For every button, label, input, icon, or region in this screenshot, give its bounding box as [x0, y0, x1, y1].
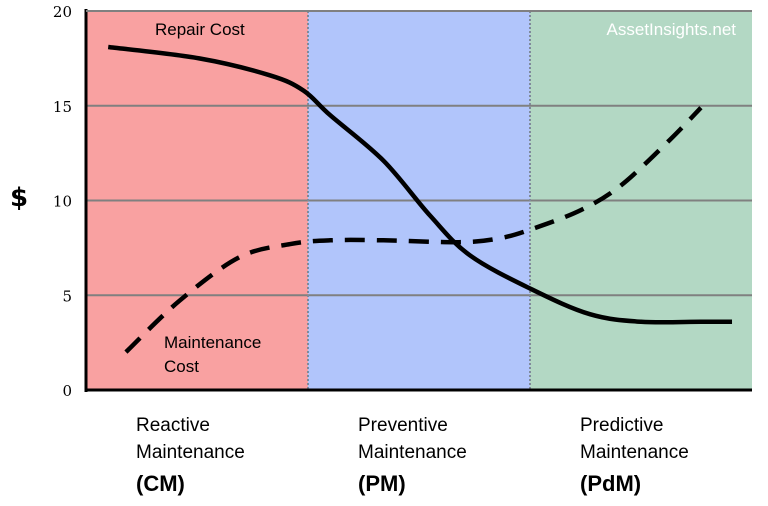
y-axis-label: $ [10, 183, 28, 213]
series-line-maintenance-cost [124, 106, 703, 354]
y-tick-label: 5 [62, 287, 72, 305]
region-label: Maintenance [136, 442, 245, 463]
region-abbr: (PM) [358, 471, 406, 496]
region-label: Preventive [358, 415, 448, 436]
series-label-maintenance-cost-2: Cost [164, 357, 199, 376]
y-tick-label: 20 [53, 3, 72, 21]
region-abbr: (CM) [136, 471, 185, 496]
region-label: Reactive [136, 415, 210, 436]
region-abbr: (PdM) [580, 471, 641, 496]
y-tick-label: 10 [53, 193, 72, 211]
series-line-repair-cost [107, 44, 733, 325]
y-tick-label: 15 [53, 98, 72, 116]
watermark: AssetInsights.net [607, 20, 737, 39]
region-label: Predictive [580, 415, 663, 436]
region-label: Maintenance [358, 442, 467, 463]
series-label-repair-cost: Repair Cost [155, 20, 245, 39]
series-label-maintenance-cost-1: Maintenance [164, 333, 261, 352]
region-label: Maintenance [580, 442, 689, 463]
y-tick-label: 0 [62, 382, 72, 400]
